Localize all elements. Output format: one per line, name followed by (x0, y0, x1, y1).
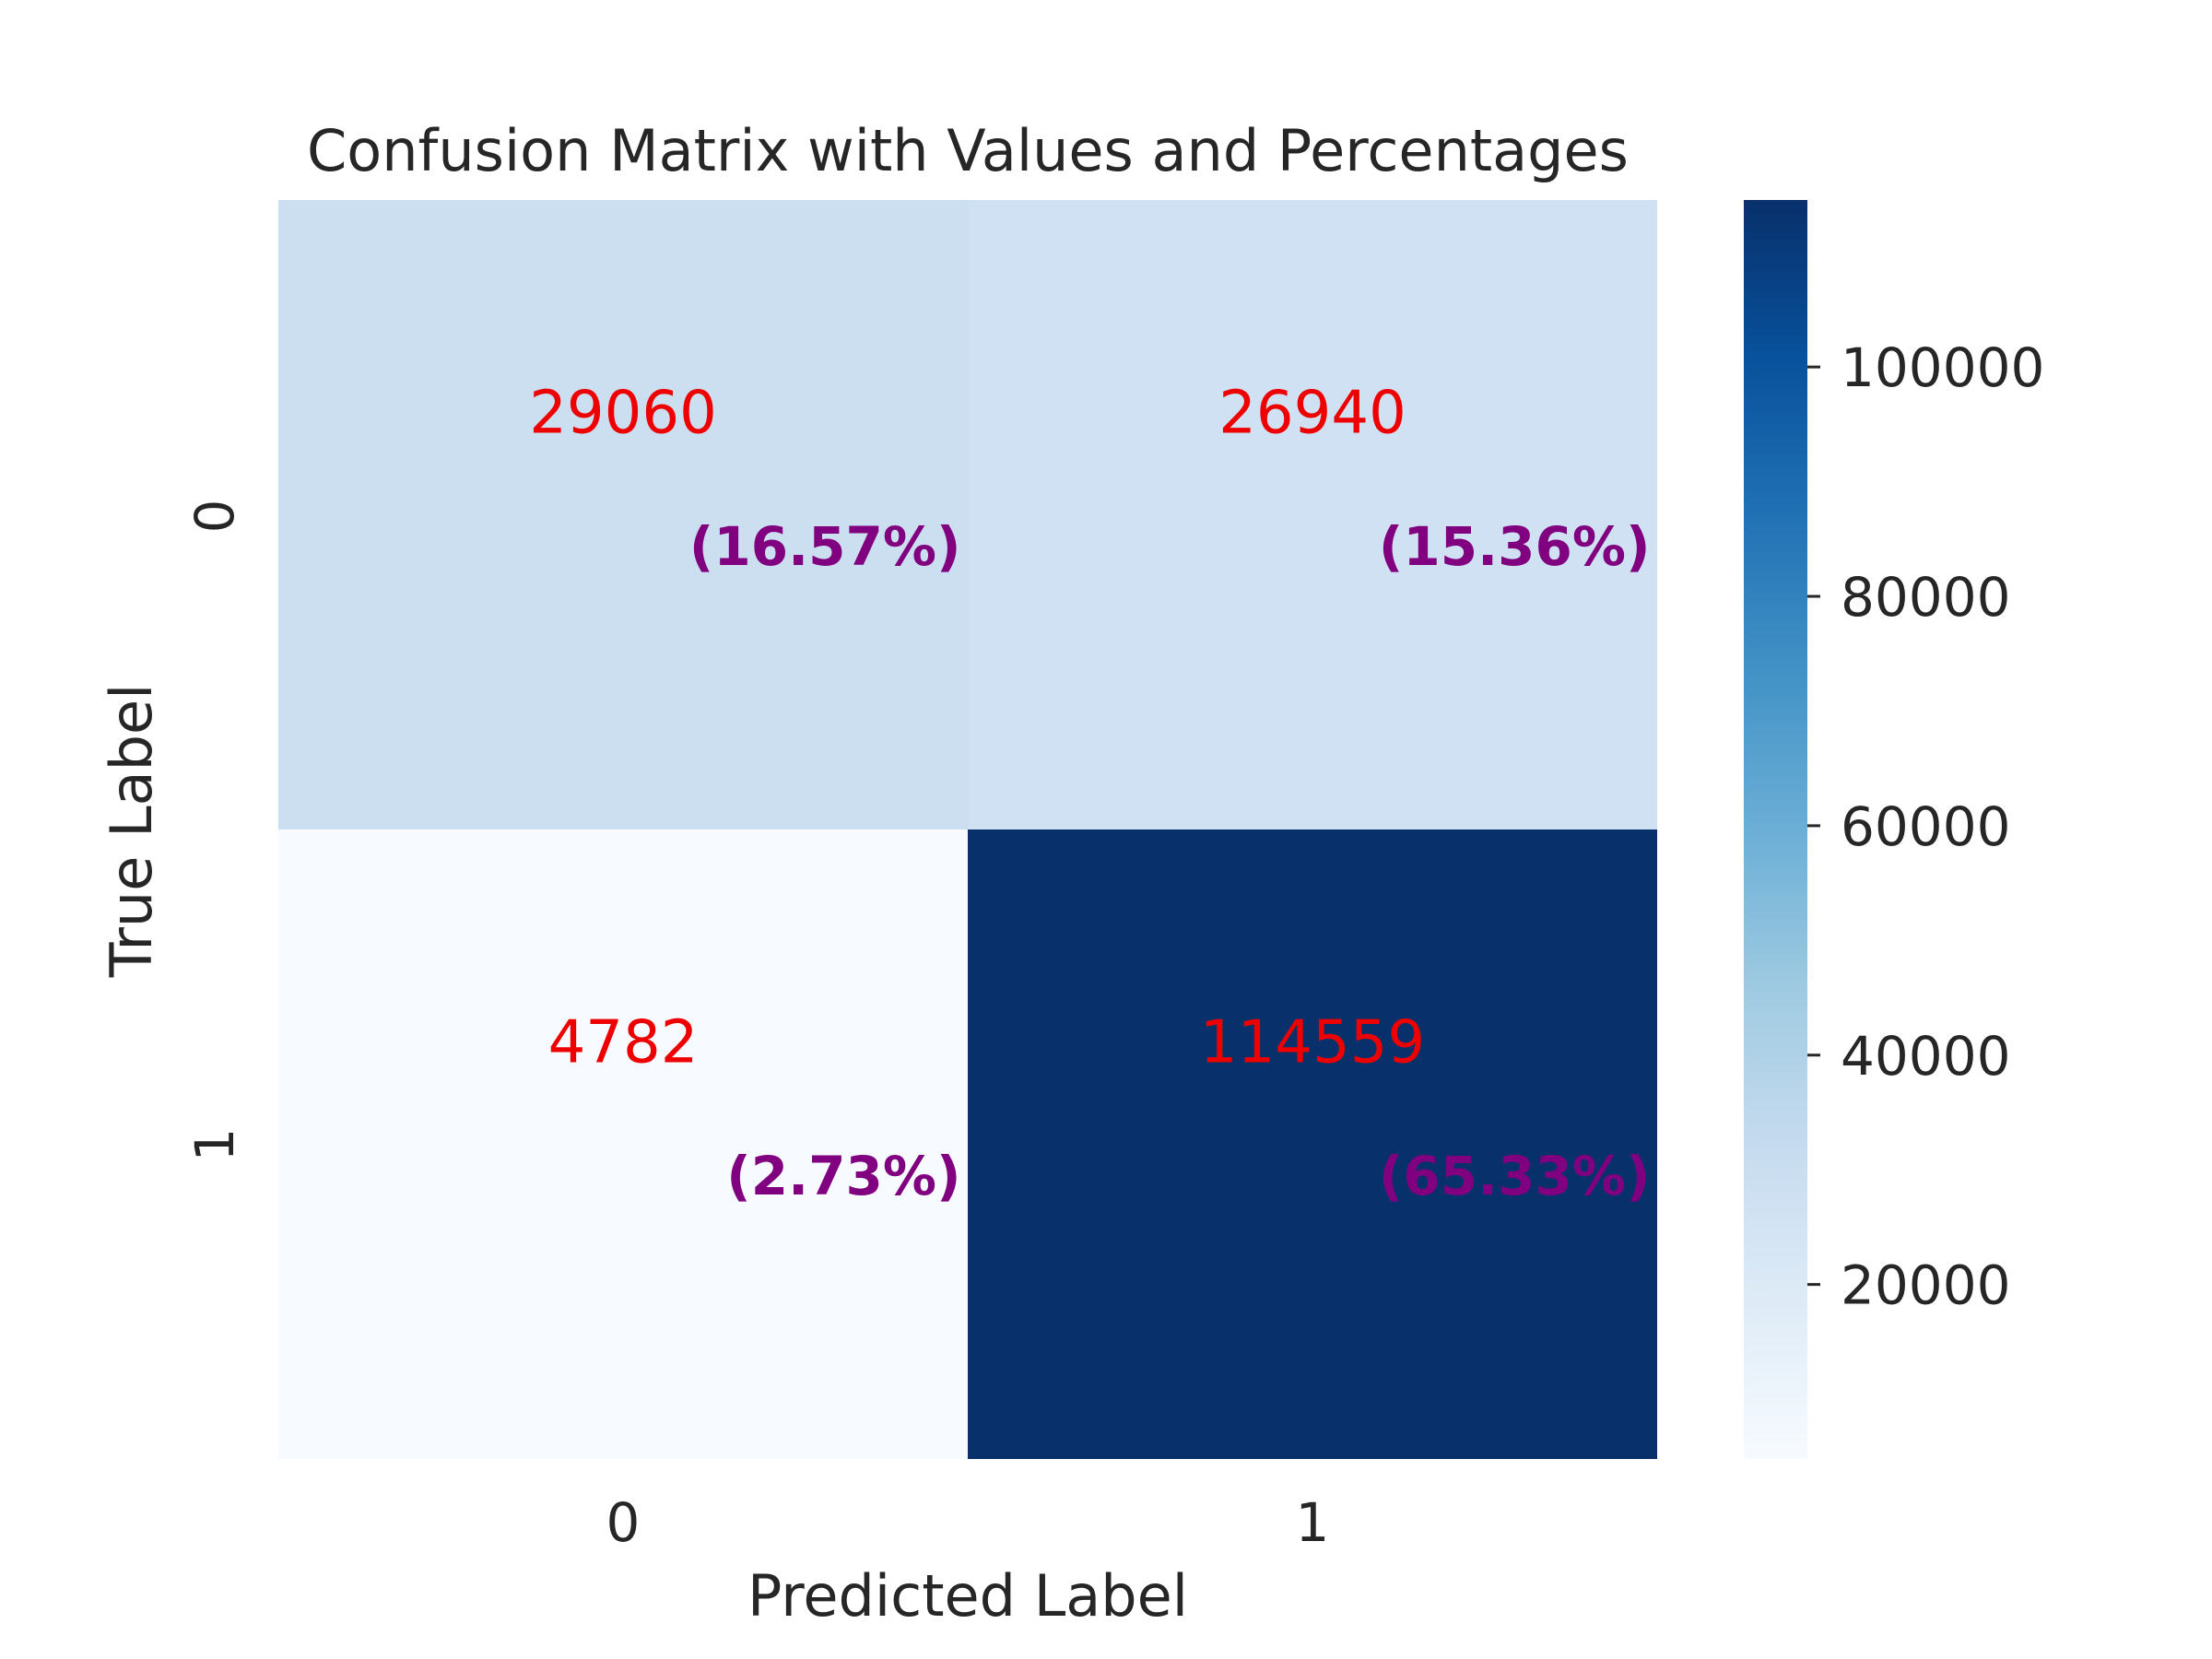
heatmap-cell-1-1 (968, 830, 1657, 1459)
colorbar-tick-label-0: 20000 (1841, 1254, 2011, 1317)
heatmap-cell-labels: 29060 (16.57%) 26940 (15.36%) 4782 (2.73%) 114… (529, 380, 1650, 1207)
x-tick-label-1: 1 (1296, 1491, 1330, 1554)
heatmap-cell-0-1 (968, 200, 1657, 830)
heatmap-cell-0-0 (278, 200, 968, 830)
colorbar-ticks: 20000 40000 60000 80000 100000 (1807, 336, 2044, 1317)
colorbar (1744, 200, 1807, 1459)
cell-percent-label-1-0: (2.73%) (726, 1145, 960, 1207)
cell-value-label-0-1: 26940 (1218, 380, 1406, 448)
cell-value-label-1-1: 114559 (1200, 1009, 1425, 1077)
colorbar-tick-label-4: 100000 (1841, 336, 2044, 399)
x-tick-label-0: 0 (606, 1491, 641, 1554)
heatmap-cells (278, 200, 1657, 1459)
cell-percent-label-1-1: (65.33%) (1379, 1145, 1651, 1207)
colorbar-tick-label-2: 60000 (1841, 795, 2011, 858)
y-tick-label-1: 1 (183, 1128, 246, 1162)
cell-value-label-1-0: 4782 (548, 1009, 699, 1077)
cell-value-label-0-0: 29060 (529, 380, 717, 448)
colorbar-tick-label-1: 40000 (1841, 1025, 2011, 1088)
cell-percent-label-0-0: (16.57%) (689, 515, 961, 578)
heatmap-cell-1-0 (278, 830, 968, 1459)
cell-percent-label-0-1: (15.36%) (1379, 515, 1651, 578)
y-tick-label-0: 0 (183, 500, 246, 534)
x-axis-label: Predicted Label (747, 1562, 1188, 1630)
chart-title: Confusion Matrix with Values and Percent… (307, 117, 1629, 184)
y-axis-label: True Label (98, 684, 165, 979)
colorbar-tick-label-3: 80000 (1841, 566, 2011, 629)
